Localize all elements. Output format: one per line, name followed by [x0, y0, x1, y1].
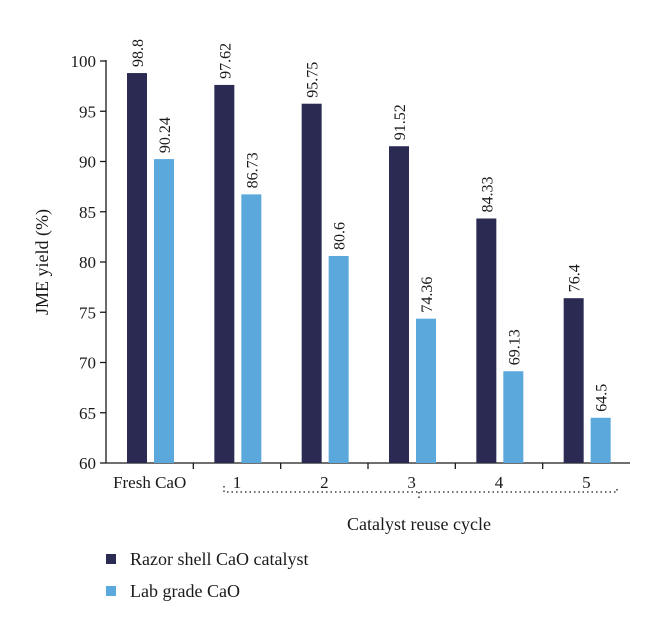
bar — [301, 103, 322, 464]
legend-item-lab-grade: Lab grade CaO — [106, 578, 308, 604]
data-label: 84.33 — [479, 176, 496, 212]
y-tick-label: 90 — [79, 153, 96, 172]
data-label: 80.6 — [332, 222, 349, 250]
data-label: 76.4 — [567, 264, 584, 292]
data-label: 90.24 — [157, 117, 174, 153]
tick-labels: 60 65 70 75 80 85 90 95 100 Fresh CaO 1 2 3 4 5 — [71, 52, 591, 492]
data-label: 69.13 — [506, 329, 523, 365]
bars — [127, 73, 611, 464]
axes — [100, 60, 630, 469]
x-tick-label: Fresh CaO — [113, 473, 186, 492]
data-label: 86.73 — [244, 152, 261, 188]
data-label: 91.52 — [392, 104, 409, 140]
bar — [214, 84, 235, 463]
legend-swatch-razor-shell — [106, 554, 116, 564]
data-labels: 98.8 97.62 95.75 91.52 84.33 76.4 90.24 86.73 80… — [130, 39, 611, 412]
legend-label-razor-shell: Razor shell CaO catalyst — [130, 548, 309, 569]
data-label: 98.8 — [130, 39, 147, 67]
x-tick-label: 1 — [233, 473, 242, 492]
bar — [416, 318, 436, 463]
bar — [590, 417, 611, 463]
x-tick-label: 3 — [407, 473, 416, 492]
y-axis-title: JME yield (%) — [32, 209, 53, 315]
legend-label-lab-grade: Lab grade CaO — [130, 580, 240, 601]
y-tick-label: 85 — [79, 203, 96, 222]
x-tick-label: 5 — [582, 473, 591, 492]
legend-item-razor-shell: Razor shell CaO catalyst — [106, 546, 308, 572]
y-tick-label: 100 — [71, 52, 97, 71]
bar — [503, 371, 524, 463]
legend: Razor shell CaO catalyst Lab grade CaO — [106, 546, 308, 610]
bar — [328, 255, 349, 463]
y-tick-label: 65 — [79, 404, 96, 423]
x-tick-label: 2 — [320, 473, 329, 492]
reuse-cycle-bracket — [223, 486, 618, 500]
legend-swatch-lab-grade — [106, 586, 116, 596]
y-tick-label: 60 — [79, 454, 96, 473]
y-tick-label: 80 — [79, 253, 96, 272]
bar — [476, 218, 497, 463]
bar — [389, 146, 409, 463]
x-tick-label: 4 — [495, 473, 504, 492]
bar — [127, 73, 147, 463]
x-group-label: Catalyst reuse cycle — [347, 514, 491, 534]
data-label: 64.5 — [594, 384, 611, 412]
bar — [563, 298, 584, 463]
y-tick-label: 95 — [79, 102, 96, 121]
data-label: 97.62 — [217, 43, 234, 79]
y-tick-label: 70 — [79, 354, 96, 373]
y-tick-label: 75 — [79, 303, 96, 322]
bar — [154, 159, 174, 463]
data-label: 95.75 — [305, 62, 322, 98]
data-label: 74.36 — [419, 277, 436, 313]
bar — [241, 194, 262, 463]
